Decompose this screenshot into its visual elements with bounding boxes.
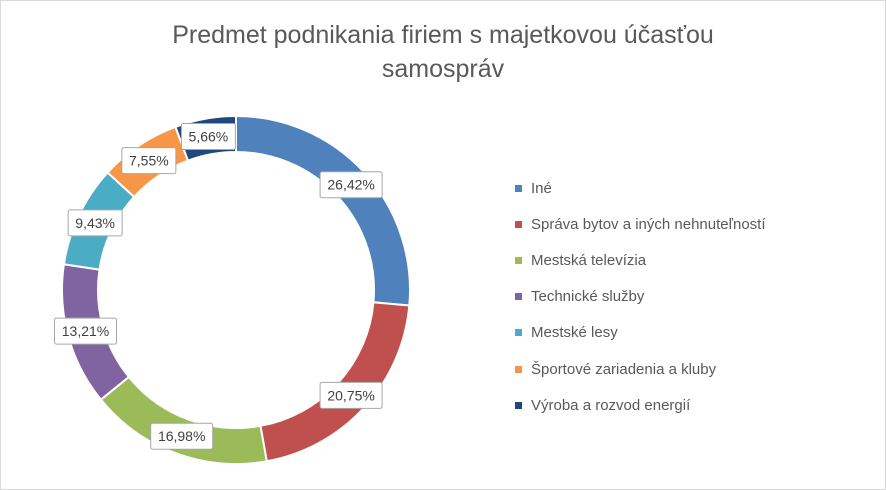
data-label-sprava-bytov-a-inych-nehnutelnosti: 20,75% [319, 381, 383, 409]
data-label-box [180, 122, 236, 150]
legend-item-vyroba-a-rozvod-energii: Výroba a rozvod energií [515, 387, 766, 423]
legend-item-sprava-bytov-a-inych-nehnutelnosti: Správa bytov a iných nehnuteľností [515, 206, 766, 242]
slice-sprava-bytov-a-inych-nehnutelnosti [259, 301, 411, 463]
data-label-mestska-televizia: 16,98% [150, 422, 214, 450]
legend-swatch [515, 365, 522, 373]
chart-legend: Iné Správa bytov a iných nehnuteľností Mes… [515, 170, 766, 423]
data-label-box [319, 381, 383, 409]
legend-label: Výroba a rozvod energií [531, 396, 691, 414]
legend-label: Mestská televízia [531, 251, 647, 269]
data-label-text: 26,42% [327, 177, 374, 193]
legend-item-ine: Iné [515, 170, 766, 206]
legend-swatch [515, 256, 522, 264]
legend-label: Technické služby [531, 288, 645, 306]
data-label-box [150, 422, 214, 450]
legend-swatch [515, 220, 522, 228]
legend-label: Iné [531, 179, 552, 197]
data-label-text: 13,21% [62, 323, 109, 339]
legend-label: Športové zariadenia a kluby [531, 360, 717, 378]
data-label-ine: 26,42% [319, 171, 383, 199]
slice-ine [235, 114, 411, 307]
legend-item-technicke-sluzby: Technické služby [515, 279, 766, 315]
data-label-box [319, 171, 383, 199]
slice-mestska-televizia [99, 375, 268, 465]
data-labels: 26,42% 20,75% 16,98% 13,21% 9,43% 7,55% 5,66% [54, 122, 383, 450]
data-label-text: 9,43% [75, 215, 115, 231]
legend-item-sportove-zariadenia-a-kluby: Športové zariadenia a kluby [515, 351, 766, 387]
data-label-mestske-lesy: 9,43% [67, 209, 123, 237]
data-label-vyroba-a-rozvod-energii: 5,66% [180, 122, 236, 150]
data-label-sportove-zariadenia-a-kluby: 7,55% [121, 147, 177, 175]
chart-title-line-1: Predmet podnikania firiem s majetkovou ú… [172, 21, 714, 49]
doughnut-slices [61, 114, 411, 465]
legend-item-mestska-televizia: Mestská televízia [515, 242, 766, 278]
legend-item-mestske-lesy: Mestské lesy [515, 315, 766, 351]
data-label-box [121, 147, 177, 175]
chart-title-line-2: samospráv [381, 55, 505, 83]
legend-swatch [515, 401, 522, 409]
data-label-text: 5,66% [189, 128, 229, 144]
chart-title: Predmet podnikania firiem s majetkovou ú… [0, 18, 886, 86]
data-label-box [54, 317, 118, 345]
data-label-technicke-sluzby: 13,21% [54, 317, 118, 345]
data-label-text: 7,55% [129, 153, 169, 169]
legend-label: Mestské lesy [531, 324, 618, 342]
legend-swatch [515, 329, 522, 337]
legend-swatch [515, 293, 522, 301]
legend-swatch [515, 184, 522, 192]
data-label-text: 16,98% [158, 428, 205, 444]
data-label-box [67, 209, 123, 237]
data-label-text: 20,75% [327, 387, 374, 403]
legend-label: Správa bytov a iných nehnuteľností [531, 215, 766, 233]
